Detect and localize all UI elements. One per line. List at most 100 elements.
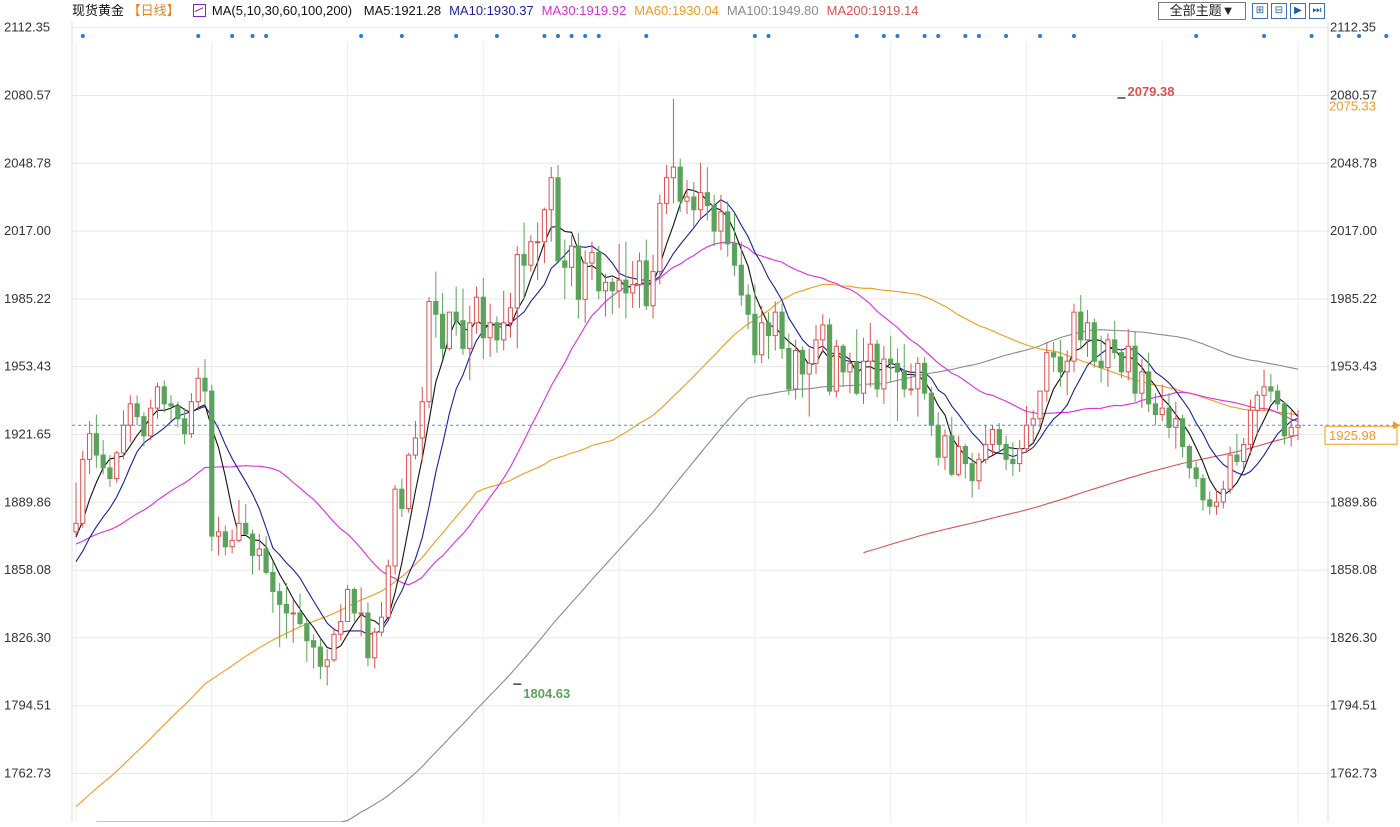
candle-body xyxy=(1098,360,1104,369)
y-tick-label-left: 1921.65 xyxy=(4,426,51,441)
candle-body xyxy=(1261,386,1267,396)
candle-body xyxy=(752,313,758,356)
candle-body xyxy=(922,362,928,394)
candle-body xyxy=(270,571,276,593)
collapse-icon[interactable]: ⊟ xyxy=(1271,3,1287,19)
event-marker-dot xyxy=(542,34,547,38)
candle-body xyxy=(399,488,405,509)
candle-body xyxy=(1139,371,1145,394)
candle-body xyxy=(799,350,806,375)
candle-body xyxy=(392,488,398,567)
candle-body xyxy=(820,324,826,341)
candle-body xyxy=(528,241,534,266)
candle-body xyxy=(1132,345,1138,394)
ma-indicator-icon[interactable] xyxy=(193,4,207,17)
event-marker-dot xyxy=(583,34,588,38)
event-marker-dot xyxy=(359,34,364,38)
candle-body xyxy=(1207,499,1213,507)
ma200-line xyxy=(863,434,1299,554)
event-marker-dot xyxy=(264,34,269,38)
candle-body xyxy=(697,192,704,211)
event-marker-dot xyxy=(1336,34,1341,38)
play-icon[interactable]: ▶ xyxy=(1290,3,1306,19)
fit-icon[interactable]: ⊞ xyxy=(1252,3,1268,19)
candle-body xyxy=(779,311,785,349)
candle-body xyxy=(1078,311,1084,341)
candle-body xyxy=(1125,345,1131,373)
candle-body xyxy=(1173,418,1179,428)
candle-body xyxy=(1105,339,1111,369)
candle-body xyxy=(765,322,772,337)
y-tick-label-right: 2112.35 xyxy=(1330,20,1376,35)
candle-body xyxy=(148,407,154,437)
candle-body xyxy=(209,390,215,537)
candle-body xyxy=(514,254,520,309)
candle-body xyxy=(867,343,873,362)
candle-body xyxy=(93,433,99,456)
candle-body xyxy=(582,262,588,300)
candle-body xyxy=(840,345,846,373)
event-marker-dot xyxy=(963,34,968,38)
y-tick-label-right: 1762.73 xyxy=(1330,766,1377,781)
candle-body xyxy=(1241,443,1247,462)
ma30-line xyxy=(75,241,1299,586)
candle-body xyxy=(114,452,120,480)
candle-body xyxy=(786,347,792,390)
candle-body xyxy=(195,377,201,403)
candle-body xyxy=(338,620,344,635)
candle-body xyxy=(935,424,941,458)
candle-body xyxy=(1118,352,1125,373)
candle-body xyxy=(433,300,439,315)
candle-body xyxy=(304,623,310,642)
event-marker-dot xyxy=(922,34,927,38)
y-tick-label-right: 1985.22 xyxy=(1330,291,1377,306)
candle-body xyxy=(406,454,412,509)
instrument-title: 现货黄金 xyxy=(72,3,125,18)
candle-body xyxy=(718,211,724,232)
candle-body xyxy=(928,392,935,426)
y-tick-label-left: 2080.57 xyxy=(4,87,51,102)
candle-body xyxy=(215,531,222,537)
candle-body xyxy=(378,616,385,633)
candle-body xyxy=(793,350,799,390)
candle-body xyxy=(1112,339,1118,354)
y-tick-label-right: 1889.86 xyxy=(1330,494,1377,509)
candle-body xyxy=(277,591,283,605)
ma-group-label[interactable]: MA(5,10,30,60,100,200) xyxy=(211,3,353,18)
candle-body xyxy=(1152,403,1159,416)
event-marker-dot xyxy=(569,34,574,38)
candle-body xyxy=(263,548,269,573)
candle-body xyxy=(1166,407,1172,428)
y-tick-label-right: 2017.00 xyxy=(1330,223,1377,238)
event-marker-dot xyxy=(80,34,85,38)
candle-body xyxy=(996,428,1002,445)
period-label[interactable]: 【日线】 xyxy=(127,3,180,18)
candle-body xyxy=(854,362,860,394)
candle-body xyxy=(1254,394,1260,411)
candle-body xyxy=(888,358,894,364)
candle-body xyxy=(657,202,663,273)
y-tick-label-left: 2112.35 xyxy=(4,20,50,35)
current-price-tag xyxy=(1324,425,1398,445)
theme-select-button[interactable]: 全部主题▼ xyxy=(1158,2,1246,20)
candle-body xyxy=(976,458,982,482)
candle-body xyxy=(983,443,989,460)
event-marker-dot xyxy=(644,34,649,38)
candle-body xyxy=(283,603,290,614)
candle-body xyxy=(154,386,161,409)
candle-body xyxy=(86,433,93,460)
candle-body xyxy=(1275,390,1281,405)
candle-body xyxy=(636,260,643,285)
candle-body xyxy=(507,307,514,324)
candle-body xyxy=(134,403,140,418)
candle-body xyxy=(351,588,357,614)
ma5-line xyxy=(75,188,1299,651)
candle-body xyxy=(772,311,778,337)
ma100-line xyxy=(96,329,1299,823)
candle-body xyxy=(1268,386,1274,392)
candle-body xyxy=(249,533,256,556)
candle-body xyxy=(989,428,996,445)
next-icon[interactable]: ⏭ xyxy=(1309,3,1325,19)
candle-body xyxy=(609,281,615,292)
candle-body xyxy=(467,322,473,349)
